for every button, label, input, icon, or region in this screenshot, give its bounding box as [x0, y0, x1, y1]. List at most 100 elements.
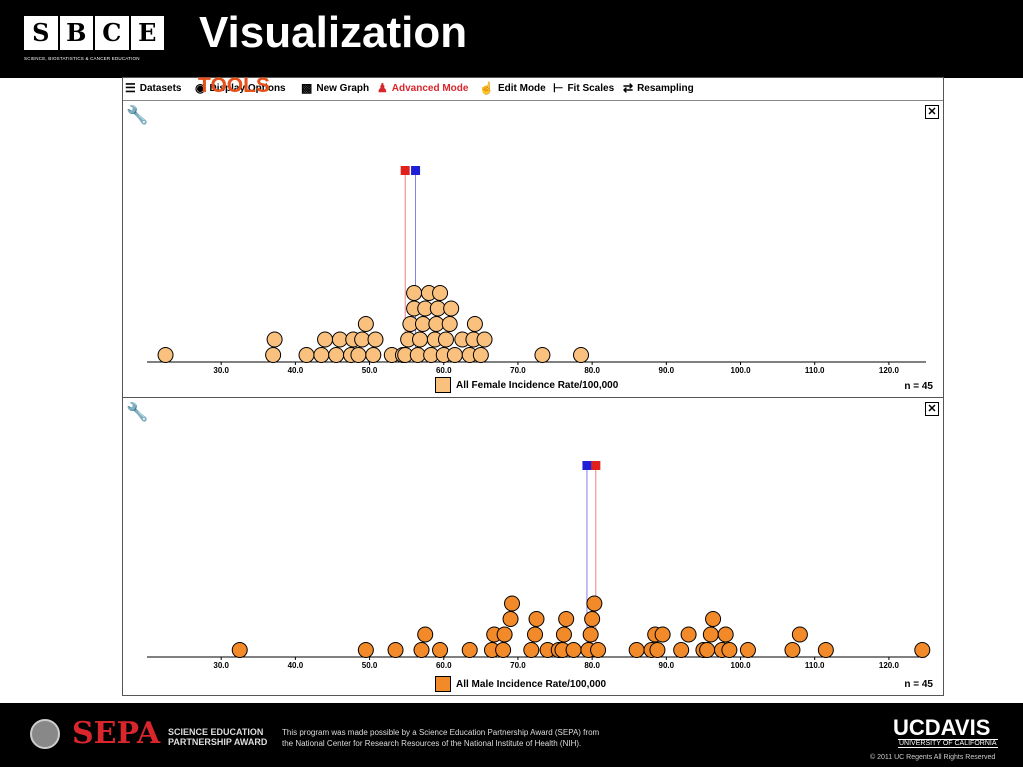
data-point	[717, 626, 734, 643]
toolbar: ☰ Datasets ◉ Display Options ▩ New Graph…	[123, 78, 943, 101]
wrench-icon[interactable]: 🔧	[126, 105, 149, 125]
data-point	[231, 642, 248, 658]
shuffle-icon: ⇄	[623, 81, 634, 95]
sepa-award-text: SCIENCE EDUCATION PARTNERSHIP AWARD	[168, 727, 268, 747]
data-point	[555, 626, 572, 643]
title-bar: S B C E SCIENCE, BIOSTATISTICS & CANCER …	[0, 0, 1023, 78]
data-point	[414, 316, 431, 332]
data-point	[413, 642, 430, 658]
data-point	[590, 642, 607, 658]
data-point	[367, 331, 384, 348]
eye-icon: ◉	[195, 81, 206, 95]
edit-mode-label: Edit Mode	[497, 82, 546, 94]
x-tick-label: 40.0	[288, 661, 304, 670]
data-point	[502, 611, 519, 627]
wrench-icon[interactable]: 🔧	[126, 402, 149, 422]
x-tick-label: 120.0	[879, 661, 900, 670]
funding-line: This program was made possible by a Scie…	[282, 728, 600, 737]
data-point	[429, 300, 446, 317]
male-dot-plot: 30.0 40.0 50.0 60.0 70.0 80.0 90.0 100.0 110.0 12…	[147, 461, 931, 670]
data-point	[504, 595, 521, 612]
data-point	[496, 626, 513, 643]
data-point	[266, 331, 283, 348]
data-point	[157, 347, 174, 363]
male-legend: All Male Incidence Rate/100,000	[435, 676, 606, 692]
data-point	[649, 642, 666, 658]
datasets-label: Datasets	[139, 82, 182, 94]
x-tick-label: 30.0	[213, 366, 229, 375]
data-point	[432, 285, 449, 301]
x-tick-label: 70.0	[510, 366, 526, 375]
x-tick-label: 100.0	[731, 661, 752, 670]
data-point	[357, 642, 374, 658]
mean-marker	[411, 166, 421, 175]
resampling-label: Resampling	[637, 82, 694, 94]
fit-scales-label: Fit Scales	[567, 82, 615, 94]
funding-note: This program was made possible by a Scie…	[282, 727, 642, 749]
data-point	[432, 642, 449, 658]
ucdavis-logo: UCDAVIS	[893, 715, 991, 740]
datasets-button[interactable]: ☰ Datasets	[125, 82, 181, 94]
male-n-count: n = 45	[904, 679, 933, 690]
data-point	[586, 595, 603, 612]
male-legend-label: All Male Incidence Rate/100,000	[456, 678, 607, 690]
new-graph-button[interactable]: ▩ New Graph	[301, 82, 369, 94]
x-tick-label: 80.0	[584, 366, 600, 375]
advanced-mode-button[interactable]: ♟ Advanced Mode	[377, 82, 468, 94]
data-point	[817, 642, 834, 658]
footer: SEPA SCIENCE EDUCATION PARTNERSHIP AWARD…	[0, 703, 1023, 767]
data-point	[628, 642, 645, 658]
display-options-button[interactable]: ◉ Display Options	[195, 82, 286, 94]
data-point	[582, 626, 599, 643]
fit-scales-icon: ⊢	[553, 81, 564, 95]
male-legend-swatch	[435, 676, 451, 692]
data-point	[406, 285, 423, 301]
data-point	[673, 642, 690, 658]
male-graph-panel: 30.0 40.0 50.0 60.0 70.0 80.0 90.0 100.0 110.0 12…	[123, 398, 943, 694]
logo-letter: E	[130, 16, 164, 50]
data-point	[328, 347, 345, 363]
data-point	[461, 642, 478, 658]
data-point	[784, 642, 801, 658]
data-point	[446, 347, 463, 363]
page-subtitle: TOOLS	[198, 74, 270, 97]
data-point	[476, 331, 493, 348]
data-point	[417, 626, 434, 643]
data-point	[527, 626, 544, 643]
data-point	[739, 642, 756, 658]
data-point	[721, 642, 738, 658]
sepa-logo: SEPA	[72, 716, 161, 751]
female-graph-panel: 30.0 40.0 50.0 60.0 70.0 80.0 90.0 100.0 110.0 12…	[123, 101, 943, 398]
female-legend: All Female Incidence Rate/100,000	[435, 377, 618, 393]
data-point	[528, 611, 545, 627]
x-tick-label: 40.0	[288, 366, 304, 375]
fit-scales-button[interactable]: ⊢ Fit Scales	[553, 82, 614, 94]
data-point	[357, 316, 374, 332]
data-point	[702, 626, 719, 643]
logo-letter: S	[24, 16, 58, 50]
mean-marker	[582, 461, 592, 470]
close-icon[interactable]: ✕	[925, 402, 939, 416]
x-tick-label: 80.0	[584, 661, 600, 670]
data-point	[354, 331, 371, 348]
female-legend-label: All Female Incidence Rate/100,000	[456, 379, 619, 391]
close-icon[interactable]: ✕	[925, 105, 939, 119]
x-tick-label: 60.0	[436, 661, 452, 670]
funding-line: the National Center for Research Resourc…	[282, 739, 582, 748]
data-point	[565, 642, 582, 658]
x-tick-label: 110.0	[805, 366, 825, 375]
data-point	[914, 642, 931, 658]
data-point	[791, 626, 808, 643]
logo-tagline: SCIENCE, BIOSTATISTICS & CANCER EDUCATIO…	[24, 56, 140, 61]
data-point	[705, 611, 722, 627]
resampling-button[interactable]: ⇄ Resampling	[623, 82, 694, 94]
logo-letter: B	[59, 16, 93, 50]
median-marker	[400, 166, 410, 175]
edit-mode-button[interactable]: ☝ Edit Mode	[479, 82, 546, 94]
data-point	[331, 331, 348, 348]
x-tick-label: 50.0	[362, 661, 378, 670]
x-tick-label: 70.0	[510, 661, 526, 670]
data-point	[412, 331, 429, 348]
x-tick-label: 60.0	[436, 366, 452, 375]
data-point	[298, 347, 315, 363]
